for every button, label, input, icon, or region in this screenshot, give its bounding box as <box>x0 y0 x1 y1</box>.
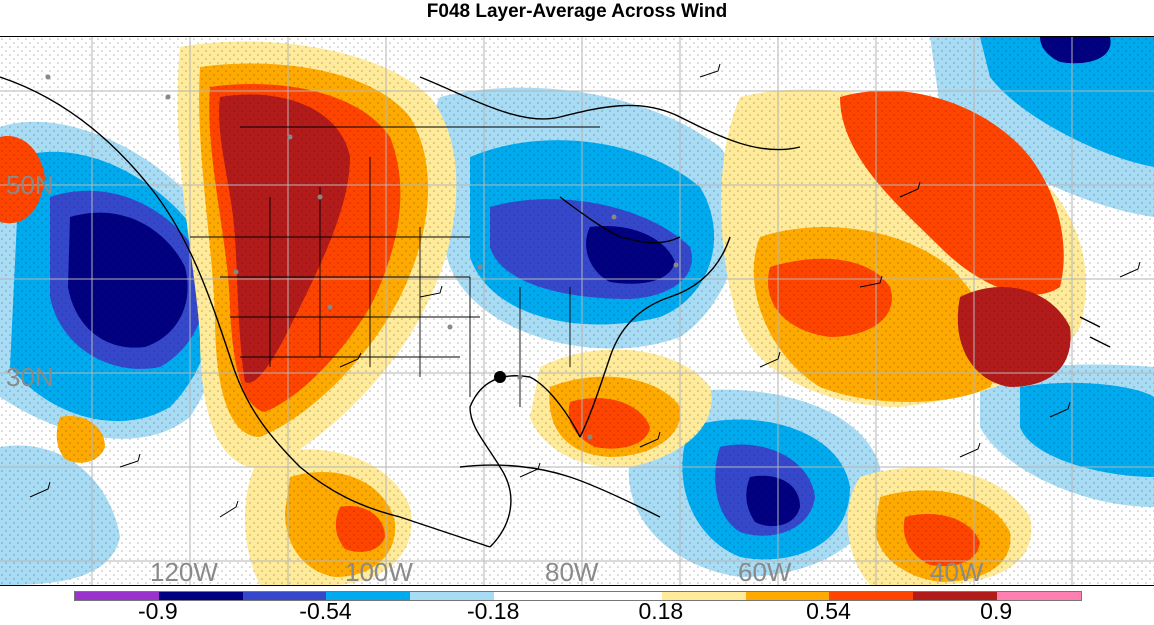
colorbar-tick-label: -0.54 <box>299 598 352 624</box>
colorbar-tick-label: -0.18 <box>466 598 520 624</box>
colorbar-segment <box>75 592 159 600</box>
colorbar-segment <box>661 592 746 600</box>
station-markers <box>45 74 679 440</box>
colorbar <box>74 591 1082 601</box>
political-borders <box>190 126 600 407</box>
lon-label-120w: 120W <box>150 557 218 585</box>
shaded-field <box>0 37 1154 585</box>
graticule <box>0 37 1154 585</box>
wind-barbs <box>29 63 1141 518</box>
lat-label-50n: 50N <box>6 170 54 200</box>
colorbar-tick-label: 0.54 <box>806 598 851 624</box>
coastlines <box>0 76 1111 548</box>
colorbar-segment <box>997 592 1081 600</box>
lon-label-60w: 60W <box>738 557 792 585</box>
lon-label-80w: 80W <box>545 557 599 585</box>
colorbar-segment <box>745 592 830 600</box>
colorbar-segment <box>242 592 327 600</box>
colorbar-tick-label: -0.9 <box>138 598 178 624</box>
map-title: F048 Layer-Average Across Wind <box>426 1 728 22</box>
colorbar-labels: -0.9 -0.54 -0.18 0.18 0.54 0.9 <box>0 598 1154 624</box>
lon-label-40w: 40W <box>930 557 984 585</box>
colorbar-segment <box>913 592 998 600</box>
field-map: 50N 30N 120W 100W 80W 60W 40W <box>0 37 1154 585</box>
colorbar-segment <box>326 592 411 600</box>
colorbar-tick-label: 0.9 <box>980 598 1013 624</box>
map-panel[interactable]: 50N 30N 120W 100W 80W 60W 40W <box>0 36 1154 586</box>
colorbar-tick-label: 0.18 <box>638 598 684 624</box>
lon-label-100w: 100W <box>345 557 413 585</box>
lat-label-30n: 30N <box>6 362 54 392</box>
colorbar-segment <box>410 592 495 600</box>
highlight-marker <box>494 371 506 383</box>
colorbar-segment <box>494 592 578 600</box>
colorbar-segment <box>829 592 914 600</box>
colorbar-segment <box>158 592 243 600</box>
colorbar-segment <box>577 592 662 600</box>
